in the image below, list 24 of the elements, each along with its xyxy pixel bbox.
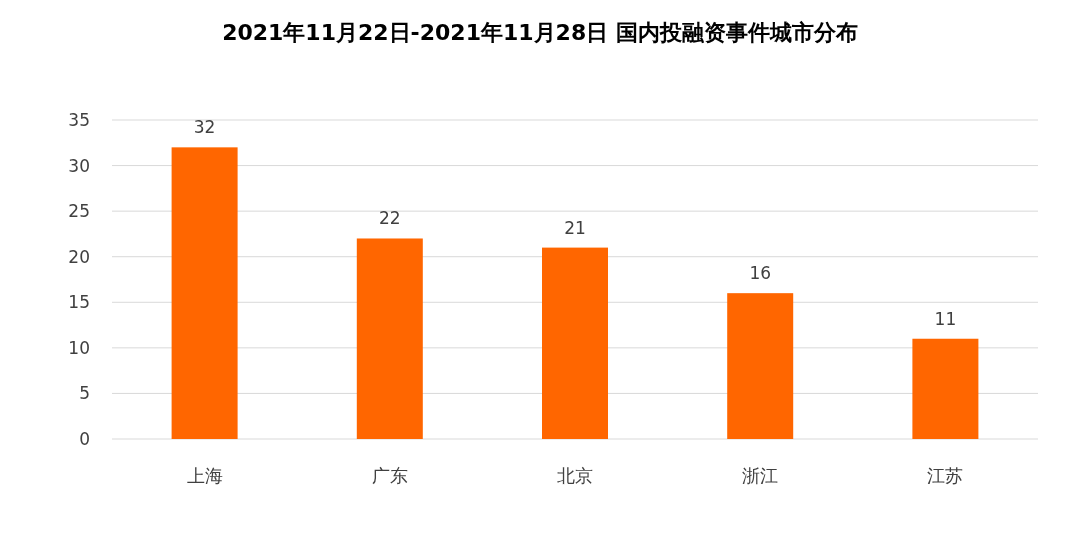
y-tick-label: 35 xyxy=(68,110,90,130)
bar xyxy=(171,147,238,439)
x-tick-label: 浙江 xyxy=(742,465,779,486)
y-tick-label: 0 xyxy=(79,429,90,449)
y-tick-label: 25 xyxy=(68,201,90,222)
y-tick-label: 5 xyxy=(79,383,90,404)
x-tick-label: 江苏 xyxy=(927,465,964,486)
y-tick-label: 20 xyxy=(68,246,90,267)
bar xyxy=(727,293,794,439)
data-label: 21 xyxy=(564,217,586,238)
data-label: 32 xyxy=(193,117,216,138)
data-label: 16 xyxy=(749,263,772,284)
bar xyxy=(912,338,979,439)
bar xyxy=(356,238,423,439)
bar xyxy=(542,247,608,439)
x-tick-label: 北京 xyxy=(557,465,593,486)
y-tick-label: 15 xyxy=(68,292,90,313)
y-tick-label: 10 xyxy=(68,337,90,358)
data-label: 11 xyxy=(934,308,957,329)
y-tick-label: 30 xyxy=(68,155,90,176)
x-tick-label: 广东 xyxy=(371,465,408,486)
x-tick-label: 上海 xyxy=(186,465,223,486)
data-label: 22 xyxy=(378,208,401,229)
chart-title: 2021年11月22日-2021年11月28日 国内投融资事件城市分布 xyxy=(222,20,858,45)
